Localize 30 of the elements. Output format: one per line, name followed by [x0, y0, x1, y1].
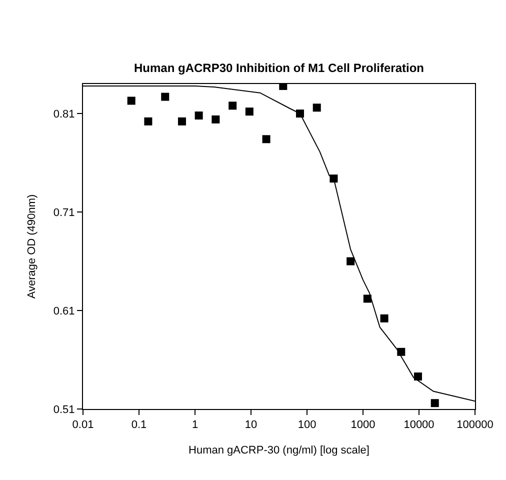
point: [380, 314, 388, 322]
point: [212, 115, 220, 124]
point: [245, 108, 254, 116]
chart-title: Human gACRP30 Inhibition of M1 Cell Proliferation: [134, 61, 424, 75]
point: [161, 92, 170, 101]
x-tick-label: 100000: [456, 419, 494, 432]
point: [363, 294, 372, 303]
y-tick-label: 0.51: [53, 404, 75, 416]
point: [312, 104, 321, 112]
point: [127, 96, 136, 105]
point: [228, 102, 237, 110]
point: [178, 117, 186, 126]
x-tick-label: 10: [244, 419, 258, 432]
point: [430, 399, 439, 408]
x-tick-label: 1: [192, 419, 198, 432]
y-tick-label: 0.81: [53, 108, 75, 120]
point: [414, 372, 422, 380]
y-axis-title: Average OD (490nm): [26, 194, 38, 299]
x-axis-title: Human gACRP-30 (ng/ml) [log scale]: [188, 444, 370, 456]
point: [144, 117, 152, 126]
y-tick-label: 0.61: [53, 305, 75, 318]
point: [194, 112, 203, 120]
x-tick-label: 0.01: [72, 419, 94, 432]
point: [346, 257, 355, 266]
point: [262, 135, 270, 144]
x-tick-label: 100: [298, 419, 316, 432]
x-tick-label: 1000: [350, 419, 376, 432]
y-tick-label: 0.71: [53, 206, 75, 219]
x-tick-label: 10000: [404, 419, 434, 432]
x-tick-label: 0.1: [131, 419, 147, 432]
